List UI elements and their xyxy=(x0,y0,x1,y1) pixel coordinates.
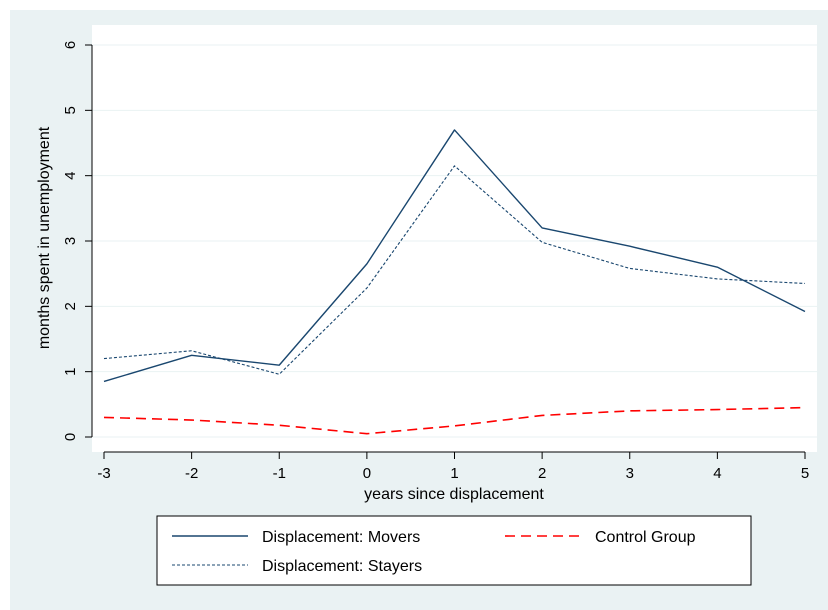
x-tick-label: -2 xyxy=(185,465,198,482)
legend-item: Displacement: Movers xyxy=(172,529,420,546)
x-axis-ticks: -3 -2 -1 0 1 2 3 4 5 xyxy=(97,452,809,482)
y-tick-label: 5 xyxy=(62,106,79,114)
x-axis-title: years since displacement xyxy=(364,486,544,503)
y-tick-label: 3 xyxy=(62,237,79,245)
series-layer xyxy=(103,129,806,435)
legend-label: Control Group xyxy=(595,529,696,546)
x-tick-label: 4 xyxy=(713,465,721,482)
x-tick-label: 3 xyxy=(626,465,634,482)
x-tick-label: -3 xyxy=(97,465,110,482)
legend-label: Displacement: Movers xyxy=(262,529,420,546)
x-tick-label: 1 xyxy=(450,465,458,482)
y-axis-ticks: 0 1 2 3 4 5 6 xyxy=(62,41,92,441)
series-line-3 xyxy=(103,406,806,435)
x-tick-label: 0 xyxy=(363,465,371,482)
x-tick-label: -1 xyxy=(273,465,286,482)
y-tick-label: 2 xyxy=(62,302,79,310)
gridlines xyxy=(92,44,817,438)
series-line-2 xyxy=(103,165,806,375)
x-tick-label: 5 xyxy=(801,465,809,482)
plot-area xyxy=(92,25,817,452)
legend-label: Displacement: Stayers xyxy=(262,558,422,575)
legend-item: Displacement: Stayers xyxy=(172,558,422,575)
y-tick-label: 0 xyxy=(62,433,79,441)
legend-box xyxy=(156,515,752,586)
x-tick-label: 2 xyxy=(538,465,546,482)
legend-item: Control Group xyxy=(505,529,696,546)
y-tick-label: 6 xyxy=(62,41,79,49)
y-axis-title: months spent in unemployment xyxy=(36,126,53,349)
y-tick-label: 1 xyxy=(62,367,79,375)
y-tick-label: 4 xyxy=(62,171,79,179)
legend: Displacement: Movers Control Group Displac… xyxy=(172,529,696,575)
series-line-1 xyxy=(103,129,806,383)
